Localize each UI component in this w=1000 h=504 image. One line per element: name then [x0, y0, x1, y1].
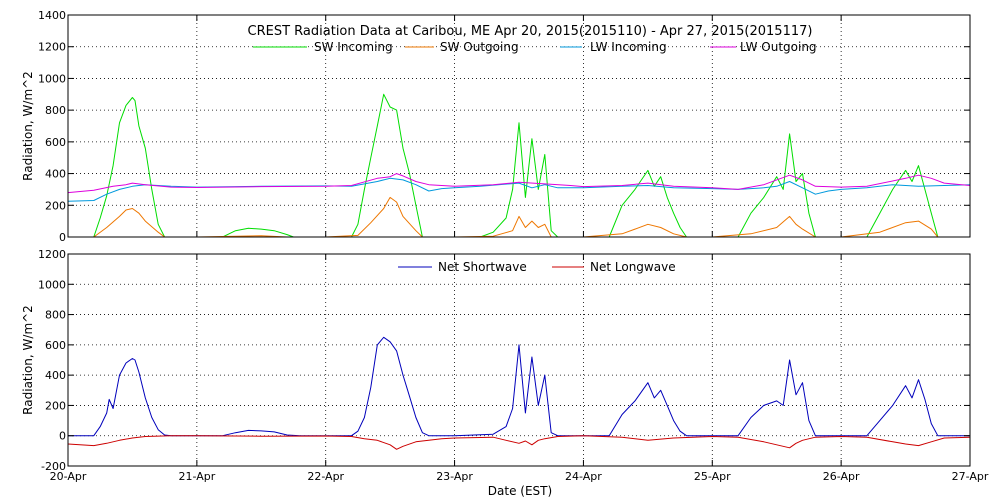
y-tick-label: 800	[45, 309, 66, 322]
y-tick-label: 1200	[38, 248, 66, 261]
y-tick-label: 400	[45, 168, 66, 181]
legend-label-sw_in: SW Incoming	[314, 40, 393, 54]
x-tick-label: 24-Apr	[565, 470, 602, 483]
x-axis-label: Date (EST)	[488, 484, 552, 498]
x-tick-label: 22-Apr	[307, 470, 344, 483]
series-line-net_sw	[68, 336, 970, 437]
y-tick-label: 1200	[38, 41, 66, 54]
y-tick-label: 200	[45, 199, 66, 212]
legend-label-lw_out: LW Outgoing	[740, 40, 817, 54]
y-tick-label: 0	[59, 430, 66, 443]
y-tick-label: 1000	[38, 72, 66, 85]
y-tick-label: 400	[45, 369, 66, 382]
x-tick-label: 21-Apr	[178, 470, 215, 483]
y-axis-label: Radiation, W/m^2	[21, 71, 35, 181]
x-tick-label: 20-Apr	[50, 470, 87, 483]
legend-label-net_lw: Net Longwave	[590, 260, 676, 274]
y-tick-label: 600	[45, 136, 66, 149]
y-tick-label: 800	[45, 104, 66, 117]
grid-layer	[68, 15, 970, 466]
x-tick-label: 27-Apr	[952, 470, 989, 483]
plot-frame-1	[67, 14, 971, 238]
y-tick-label: 1400	[38, 9, 66, 22]
text-layer: CREST Radiation Data at Caribou, ME Apr …	[21, 9, 989, 498]
chart-title: CREST Radiation Data at Caribou, ME Apr …	[248, 24, 813, 39]
x-tick-label: 25-Apr	[694, 470, 731, 483]
x-tick-label: 26-Apr	[823, 470, 860, 483]
y-axis-label: Radiation, W/m^2	[21, 305, 35, 415]
series-line-lw_out	[67, 173, 971, 194]
axes-layer	[67, 14, 971, 467]
x-tick-label: 23-Apr	[436, 470, 473, 483]
y-tick-label: 0	[59, 231, 66, 244]
y-tick-label: 200	[45, 399, 66, 412]
series-line-sw_in	[68, 93, 970, 238]
legend-label-lw_in: LW Incoming	[590, 40, 667, 54]
y-tick-label: -200	[41, 460, 66, 473]
y-tick-label: 600	[45, 339, 66, 352]
legend-label-sw_out: SW Outgoing	[440, 40, 519, 54]
legend-label-net_sw: Net Shortwave	[438, 260, 527, 274]
series-line-lw_in	[67, 177, 971, 202]
plot-frame-2	[67, 253, 971, 467]
y-tick-label: 1000	[38, 278, 66, 291]
series-line-sw_out	[68, 196, 970, 238]
series-line-net_lw	[67, 435, 971, 450]
